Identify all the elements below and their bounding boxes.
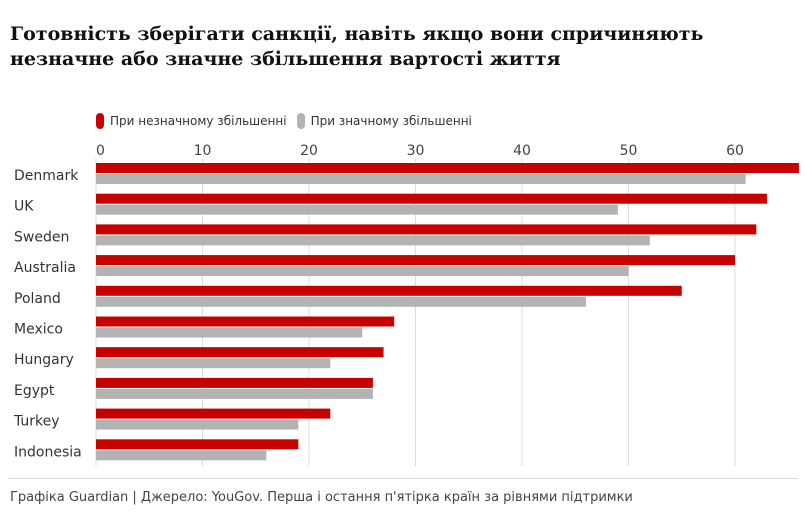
legend-label-small-increase: При незначному збільшенні	[110, 114, 287, 128]
category-label: Denmark	[14, 168, 79, 184]
bar-large-increase	[96, 174, 746, 184]
category-label: Turkey	[13, 414, 60, 430]
bar-small-increase	[96, 193, 767, 204]
legend-label-large-increase: При значному збільшенні	[310, 114, 472, 128]
bar-small-increase	[96, 439, 299, 450]
x-tick-label: 50	[620, 143, 638, 159]
bar-large-increase	[96, 266, 629, 277]
bar-small-increase	[96, 377, 373, 388]
legend-swatch-grey	[296, 113, 305, 129]
bar-small-increase	[96, 316, 395, 327]
bar-small-increase	[96, 163, 799, 173]
chart-title: Готовність зберігати санкції, навіть якщ…	[10, 23, 704, 70]
bar-large-increase	[96, 235, 650, 246]
bar-large-increase	[96, 450, 267, 461]
bar-large-increase	[96, 419, 299, 430]
bar-large-increase	[96, 296, 586, 307]
bar-small-increase	[96, 347, 384, 358]
bar-small-increase	[96, 408, 331, 419]
bar-small-increase	[96, 224, 757, 235]
category-label: Poland	[14, 291, 61, 307]
legend-item-small-increase: При незначному збільшенні	[96, 113, 287, 129]
x-tick-label: 10	[194, 143, 212, 159]
bar-small-increase	[96, 255, 735, 266]
bar-large-increase	[96, 327, 363, 338]
category-label: Mexico	[14, 322, 63, 338]
divider	[0, 84, 805, 85]
bar-small-increase	[96, 285, 682, 296]
x-tick-label: 30	[407, 143, 425, 159]
category-label: UK	[14, 199, 34, 215]
bar-large-increase	[96, 358, 331, 369]
bar-large-increase	[96, 388, 373, 399]
x-tick-label: 40	[513, 143, 531, 159]
x-tick-label: 60	[726, 143, 744, 159]
bar-large-increase	[96, 204, 618, 215]
divider	[8, 478, 798, 479]
source-footer: Графіка Guardian | Джерело: YouGov. Перш…	[10, 490, 633, 505]
legend-item-large-increase: При значному збільшенні	[296, 113, 472, 129]
category-label: Indonesia	[14, 444, 82, 460]
legend-swatch-red	[96, 113, 104, 129]
category-label: Egypt	[14, 383, 55, 399]
legend: При незначному збільшенні При значному з…	[96, 113, 482, 129]
category-label: Australia	[14, 260, 76, 276]
x-tick-label: 0	[96, 143, 105, 159]
category-label: Hungary	[14, 352, 74, 368]
x-tick-label: 20	[300, 143, 318, 159]
category-label: Sweden	[14, 229, 69, 245]
